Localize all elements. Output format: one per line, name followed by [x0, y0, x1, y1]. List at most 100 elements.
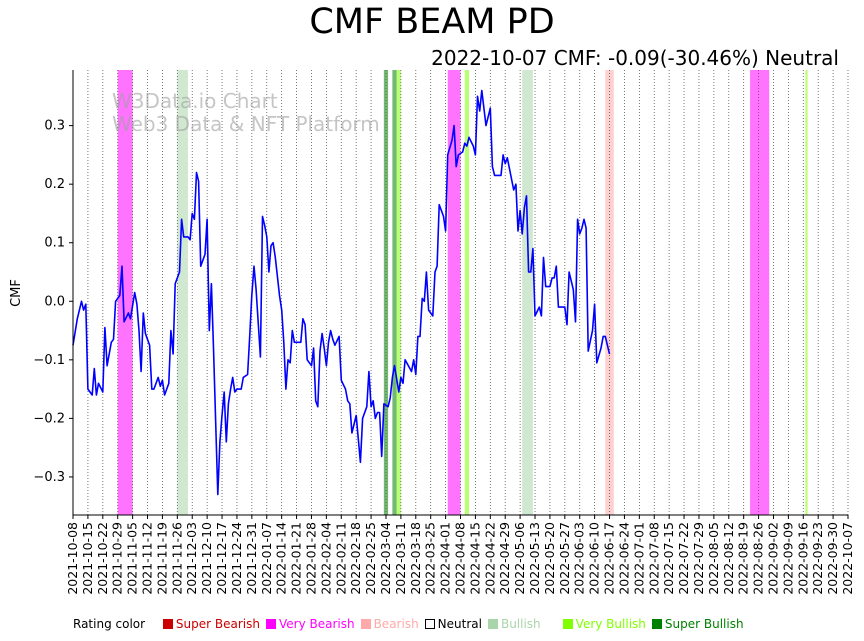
legend-text: Super Bullish: [664, 617, 744, 631]
x-tick-label: 2022-09-30: [825, 522, 840, 595]
chart-title: CMF BEAM PD: [309, 2, 555, 42]
x-tick-label: 2022-06-10: [587, 522, 602, 595]
legend-swatch: [562, 619, 573, 629]
x-tick-label: 2021-11-05: [125, 522, 140, 595]
legend-text: Bearish: [373, 617, 419, 631]
x-tick-label: 2022-05-27: [557, 522, 572, 595]
x-tick-label: 2021-12-24: [229, 522, 244, 595]
rating-band-6: [464, 70, 470, 515]
x-tick-label: 2022-01-21: [289, 522, 304, 595]
x-tick-label: 2022-06-17: [602, 522, 617, 595]
x-tick-label: 2022-01-28: [303, 522, 318, 595]
x-tick-label: 2021-10-08: [65, 522, 80, 595]
x-tick-label: 2022-04-08: [453, 522, 468, 595]
x-tick-label: 2022-04-01: [438, 522, 453, 595]
x-tick-label: 2022-10-07: [840, 522, 855, 595]
legend-swatch: [162, 619, 173, 629]
legend-swatch: [360, 619, 371, 629]
watermark-line-2: Web3 Data & NFT Platform: [112, 112, 380, 136]
legend-text: Neutral: [437, 617, 482, 631]
watermark: W3Data.io Chart Web3 Data & NFT Platform: [112, 89, 380, 136]
rating-band-3: [392, 70, 397, 515]
legend-label: Rating color: [73, 617, 146, 631]
legend-text: Very Bullish: [575, 617, 646, 631]
x-tick-label: 2022-02-18: [348, 522, 363, 595]
x-tick-label: 2022-01-14: [274, 522, 289, 595]
x-tick-label: 2021-12-03: [184, 522, 199, 595]
x-tick-label: 2022-05-20: [542, 522, 557, 595]
legend-text: Bullish: [500, 617, 541, 631]
x-tick-label: 2022-09-23: [810, 522, 825, 595]
y-tick-label: 0.2: [44, 177, 65, 192]
watermark-line-1: W3Data.io Chart: [112, 89, 278, 113]
rating-band-9: [750, 70, 770, 515]
legend-text: Very Bearish: [278, 617, 355, 631]
rating-band-10: [805, 70, 808, 515]
x-tick-label: 2022-06-03: [572, 522, 587, 595]
series-layer: [72, 89, 611, 496]
x-tick-label: 2022-09-02: [765, 522, 780, 595]
x-axis-ticks: 2021-10-08 2021-10-15 2021-10-22 2021-10-29…: [65, 515, 855, 595]
legend-text: Super Bearish: [175, 617, 260, 631]
x-tick-label: 2022-01-07: [259, 522, 274, 595]
x-tick-label: 2022-08-05: [706, 522, 721, 595]
legend-item-very-bullish: Very Bullish: [562, 617, 646, 631]
x-tick-label: 2022-03-18: [408, 522, 423, 595]
x-tick-label: 2021-12-10: [199, 522, 214, 595]
x-tick-label: 2022-06-24: [616, 522, 631, 595]
rating-legend: Rating color Super Bearish Very Bearish Be…: [73, 617, 750, 631]
x-tick-label: 2022-05-13: [527, 522, 542, 595]
y-tick-label: −0.2: [33, 411, 65, 426]
x-tick-label: 2022-08-12: [721, 522, 736, 595]
legend-swatch: [651, 619, 662, 629]
x-tick-label: 2022-05-06: [512, 522, 527, 595]
x-tick-label: 2022-02-25: [363, 522, 378, 595]
x-tick-label: 2022-07-22: [676, 522, 691, 595]
y-tick-label: 0.1: [44, 236, 65, 251]
x-tick-label: 2022-09-09: [780, 522, 795, 595]
vertical-grid: [72, 70, 849, 515]
x-tick-label: 2021-10-22: [95, 522, 110, 595]
legend-item-neutral: Neutral: [424, 617, 482, 631]
x-tick-label: 2022-03-11: [393, 522, 408, 595]
x-tick-label: 2022-02-04: [318, 522, 333, 595]
x-tick-label: 2022-04-22: [482, 522, 497, 595]
x-tick-label: 2022-07-08: [646, 522, 661, 595]
series-line-cmf: [72, 89, 611, 496]
chart-subtitle: 2022-10-07 CMF: -0.09(-30.46%) Neutral: [431, 46, 839, 70]
x-tick-label: 2022-09-16: [795, 522, 810, 595]
y-tick-label: −0.1: [33, 353, 65, 368]
x-tick-label: 2022-08-26: [751, 522, 766, 595]
rating-band-5: [447, 70, 461, 515]
rating-band-0: [117, 70, 133, 515]
x-tick-label: 2021-11-26: [169, 522, 184, 595]
legend-item-super-bearish: Super Bearish: [162, 617, 260, 631]
x-tick-label: 2022-02-11: [333, 522, 348, 595]
y-tick-label: 0.3: [44, 119, 65, 134]
y-axis-ticks: −0.3 −0.2 −0.1 0.0 0.1 0.2 0.3: [33, 119, 73, 485]
x-tick-label: 2021-12-17: [214, 522, 229, 595]
legend-item-super-bullish: Super Bullish: [651, 617, 744, 631]
rating-band-4: [396, 70, 401, 515]
y-axis-label: CMF: [9, 279, 24, 307]
legend-swatch: [487, 619, 498, 629]
x-tick-label: 2022-07-15: [661, 522, 676, 595]
x-tick-label: 2022-08-19: [736, 522, 751, 595]
y-tick-label: 0.0: [44, 294, 65, 309]
legend-item-bearish: Bearish: [360, 617, 419, 631]
x-tick-label: 2022-03-25: [423, 522, 438, 595]
x-tick-label: 2021-10-29: [110, 522, 125, 595]
x-tick-label: 2021-11-12: [140, 522, 155, 595]
y-tick-label: −0.3: [33, 470, 65, 485]
legend-swatch: [265, 619, 276, 629]
x-tick-label: 2022-07-29: [691, 522, 706, 595]
x-tick-label: 2021-11-19: [154, 522, 169, 595]
legend-swatch: [424, 619, 435, 629]
rating-bands: [117, 70, 808, 515]
x-tick-label: 2022-07-01: [631, 522, 646, 595]
x-tick-label: 2022-04-15: [467, 522, 482, 595]
x-tick-label: 2022-04-29: [497, 522, 512, 595]
rating-band-7: [522, 70, 533, 515]
rating-band-1: [177, 70, 188, 515]
